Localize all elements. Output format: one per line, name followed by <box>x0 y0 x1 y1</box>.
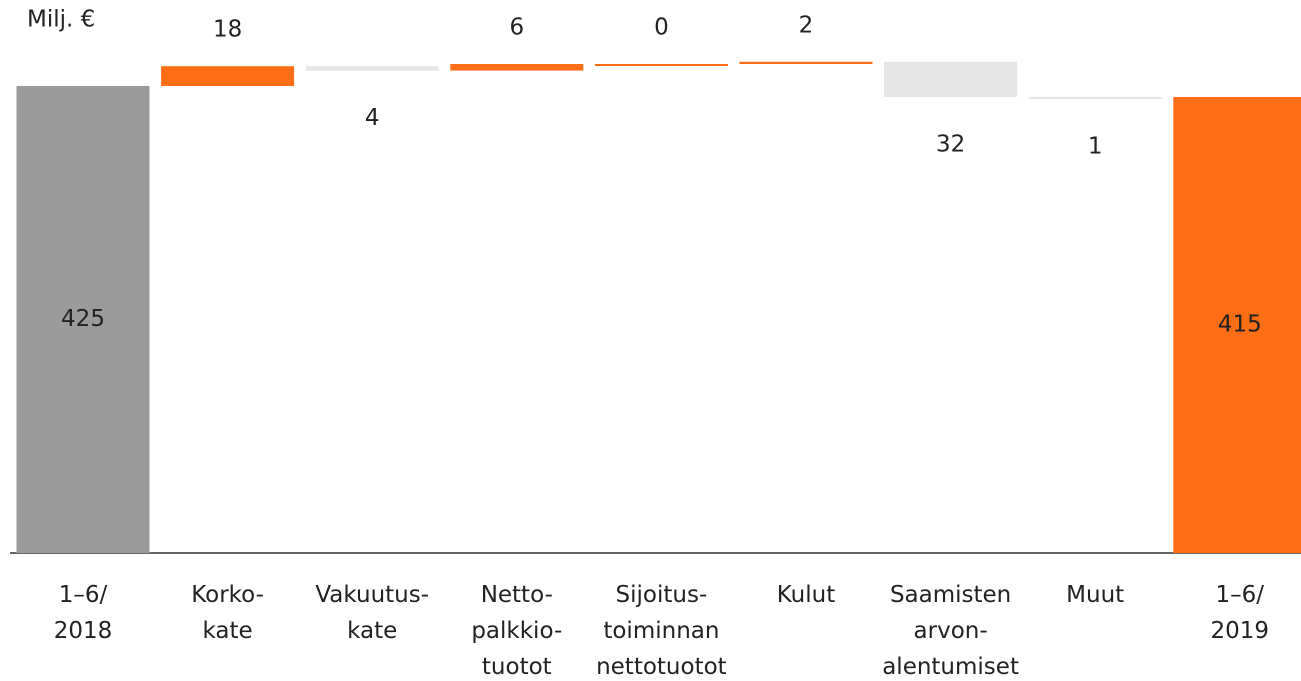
x-tick-label: Korko-kate <box>191 582 264 644</box>
x-tick-label-line: 1–6/ <box>1216 582 1265 608</box>
x-tick-label-line: Netto- <box>481 582 553 608</box>
x-tick-label-line: Saamisten <box>890 582 1011 608</box>
x-tick-label-line: palkkio- <box>471 618 562 644</box>
value-label: 0 <box>654 14 669 40</box>
bar <box>450 63 584 71</box>
x-tick-label-line: 1–6/ <box>59 582 108 608</box>
bar <box>161 66 295 86</box>
x-tick-label-line: Muut <box>1066 582 1124 608</box>
x-tick-label-line: Vakuutus- <box>315 582 429 608</box>
x-tick-label-line: Kulut <box>777 582 836 608</box>
value-label: 6 <box>509 14 524 40</box>
x-tick-label-line: 2019 <box>1211 618 1270 644</box>
value-label: 425 <box>61 306 105 332</box>
x-tick-label: Sijoitus-toiminnan nettotuotot <box>596 582 727 680</box>
x-tick-label-line: kate <box>203 618 253 644</box>
x-tick-label-line: toiminnan <box>603 618 719 644</box>
x-tick-label: Saamisten arvon-alentumiset <box>882 582 1019 680</box>
x-tick-label-line: tuotot <box>482 654 552 680</box>
x-tick-label-line: arvon- <box>914 618 988 644</box>
x-tick-label: Netto-palkkio-tuotot <box>471 582 562 680</box>
x-tick-label: 1–6/2019 <box>1211 582 1270 644</box>
x-tick-label-line: 2018 <box>54 618 113 644</box>
bar <box>305 66 439 71</box>
value-label: 4 <box>365 105 380 131</box>
x-tick-label-line: nettotuotot <box>596 654 727 680</box>
y-axis-label: Milj. € <box>27 7 95 33</box>
x-tick-label-line: kate <box>347 618 397 644</box>
bar <box>739 61 873 64</box>
bar <box>16 85 150 553</box>
x-tick-label: Muut <box>1066 582 1124 608</box>
bar <box>594 63 728 66</box>
x-tick-label-line: alentumiset <box>882 654 1019 680</box>
x-tick-label-line: Sijoitus- <box>616 582 708 608</box>
value-label: 1 <box>1088 133 1103 159</box>
value-label: 18 <box>213 17 242 43</box>
x-tick-label: 1–6/2018 <box>54 582 113 644</box>
value-label: 32 <box>936 131 965 157</box>
x-tick-label: Vakuutus-kate <box>315 582 429 644</box>
bar <box>884 61 1018 97</box>
bar <box>1173 96 1301 553</box>
x-tick-label: Kulut <box>777 582 836 608</box>
bar <box>1028 96 1162 99</box>
value-label: 2 <box>799 12 814 38</box>
value-label: 415 <box>1218 311 1262 337</box>
x-tick-label-line: Korko- <box>191 582 264 608</box>
